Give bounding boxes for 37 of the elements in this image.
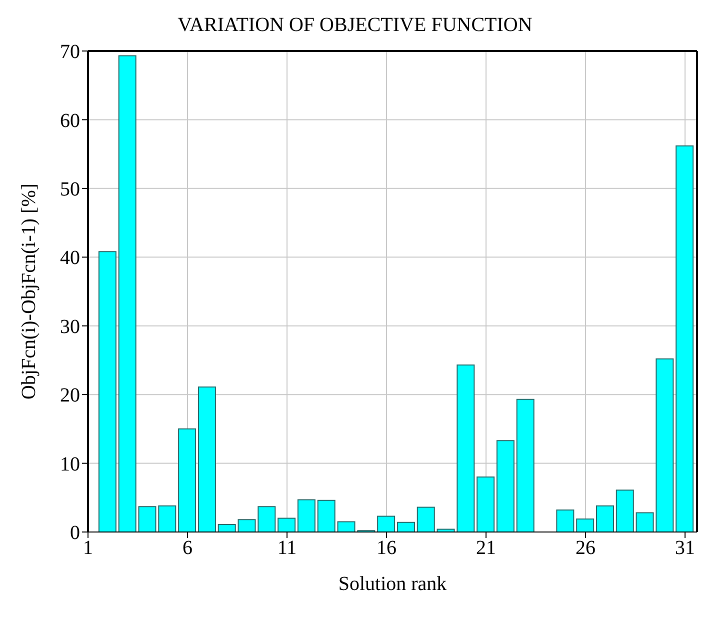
bar <box>416 506 435 532</box>
bar <box>396 522 415 532</box>
x-axis-title: Solution rank <box>338 573 447 595</box>
y-tick-label: 30 <box>60 316 80 338</box>
x-tick-label: 6 <box>182 537 193 560</box>
bar <box>676 145 694 532</box>
bar <box>198 386 216 532</box>
y-tick-label: 10 <box>60 453 80 476</box>
bar <box>218 524 236 532</box>
bar <box>496 440 514 532</box>
bar <box>98 251 116 532</box>
x-tick-label: 1 <box>83 537 93 560</box>
bar <box>297 499 316 532</box>
bar <box>178 428 196 532</box>
x-tick-label: 16 <box>376 537 397 560</box>
bar <box>516 398 534 532</box>
bar <box>556 510 574 532</box>
chart-title: VARIATION OF OBJECTIVE FUNCTION <box>176 14 534 38</box>
x-tick-label: 21 <box>476 537 496 560</box>
bar <box>596 505 614 532</box>
y-tick-label: 0 <box>70 522 80 544</box>
y-tick-label: 20 <box>60 384 80 407</box>
y-tick-label: 70 <box>60 41 80 64</box>
bar <box>118 55 136 532</box>
bar <box>317 500 336 532</box>
x-tick-label: 31 <box>675 537 696 560</box>
y-tick-label: 60 <box>60 110 80 132</box>
y-tick-label: 40 <box>60 247 80 270</box>
bar <box>576 518 594 532</box>
y-tick-label: 50 <box>60 178 80 201</box>
y-axis-title: ObjFcn(i)-ObjFcn(i-1) [%] <box>18 183 40 400</box>
bar <box>278 518 296 532</box>
bar <box>377 516 396 532</box>
bar <box>476 476 495 532</box>
x-tick-label: 11 <box>277 537 297 560</box>
x-tick-label: 26 <box>576 537 596 560</box>
bar <box>616 490 634 532</box>
